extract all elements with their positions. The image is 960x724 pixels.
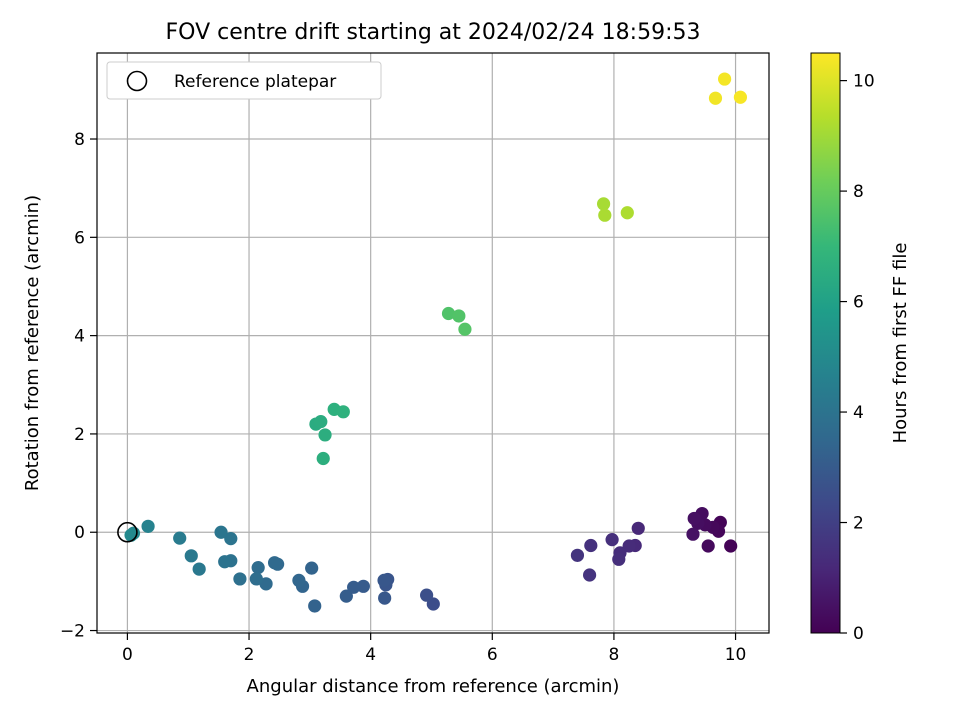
data-point — [378, 591, 392, 605]
data-point — [316, 451, 330, 466]
data-point — [686, 527, 700, 541]
data-point — [308, 599, 322, 613]
data-point — [582, 568, 597, 582]
data-point — [336, 405, 350, 419]
data-point — [305, 561, 319, 575]
data-point — [701, 539, 715, 553]
data-point — [314, 415, 328, 429]
y-tick-label: 0 — [74, 523, 85, 543]
reference-point — [117, 521, 138, 543]
y-tick-label: 6 — [74, 228, 85, 248]
y-tick-label: 4 — [74, 327, 85, 347]
data-point — [441, 306, 456, 321]
colorbar-tick-label: 10 — [853, 72, 875, 92]
reference-marker — [117, 521, 138, 543]
plot-frame — [96, 52, 770, 634]
data-point — [452, 309, 466, 323]
y-axis-label: Rotation from reference (arcmin) — [22, 195, 43, 491]
data-point — [184, 549, 198, 563]
x-tick-label: 4 — [365, 645, 376, 665]
x-tick-label: 6 — [487, 645, 498, 665]
data-point — [612, 552, 626, 566]
x-axis-label: Angular distance from reference (arcmin) — [247, 676, 620, 697]
data-point — [420, 588, 434, 602]
data-point — [724, 539, 738, 553]
colorbar-tick-label: 8 — [853, 182, 864, 202]
data-point — [251, 561, 265, 575]
data-point — [347, 580, 361, 594]
legend: Reference platepar — [106, 61, 382, 100]
data-point — [718, 72, 732, 86]
data-point — [292, 573, 306, 588]
colorbar-gradient — [810, 52, 841, 634]
x-axis-ticks: 0 2 4 6 8 10 — [122, 633, 746, 665]
colorbar-tick-label: 2 — [853, 514, 864, 534]
data-point — [141, 519, 155, 533]
data-points — [124, 72, 748, 613]
colorbar-label: Hours from first FF file — [890, 243, 911, 444]
data-point — [598, 208, 612, 222]
colorbar: 0 2 4 6 8 10 Hours from first FF file — [810, 52, 911, 644]
chart-title: FOV centre drift starting at 2024/02/24 … — [166, 20, 701, 45]
data-point — [620, 206, 634, 220]
data-point — [267, 556, 282, 570]
data-point — [605, 533, 619, 547]
x-tick-label: 10 — [725, 645, 747, 665]
data-point — [318, 428, 332, 442]
data-point — [631, 521, 645, 535]
y-tick-label: −2 — [60, 622, 85, 642]
data-point — [339, 589, 353, 603]
data-point — [192, 562, 206, 576]
x-tick-label: 8 — [609, 645, 620, 665]
legend-label: Reference platepar — [174, 72, 336, 92]
colorbar-tick-label: 4 — [853, 403, 864, 423]
x-tick-label: 0 — [122, 645, 133, 665]
x-tick-label: 2 — [244, 645, 255, 665]
colorbar-tick-label: 0 — [853, 624, 864, 644]
data-point — [596, 197, 611, 211]
data-point — [458, 322, 472, 336]
data-point — [214, 525, 228, 539]
legend-marker — [126, 70, 148, 92]
colorbar-tick-label: 6 — [853, 293, 864, 313]
data-point — [733, 90, 748, 104]
data-point — [259, 577, 273, 591]
data-point — [218, 555, 232, 569]
grid-lines — [97, 53, 769, 633]
data-point — [173, 531, 187, 545]
data-point — [708, 91, 723, 105]
colorbar-ticks: 0 2 4 6 8 10 — [840, 72, 875, 644]
data-point — [224, 532, 238, 546]
data-point — [687, 511, 701, 526]
legend-box — [106, 61, 382, 100]
data-point — [377, 573, 391, 588]
data-point — [249, 572, 263, 586]
data-point — [622, 539, 636, 553]
data-point — [356, 579, 370, 593]
data-point — [233, 572, 247, 586]
data-point — [570, 548, 585, 562]
y-tick-label: 8 — [74, 130, 85, 150]
y-axis-ticks: −2 0 2 4 6 8 — [60, 130, 97, 642]
y-tick-label: 2 — [74, 425, 85, 445]
data-point — [584, 538, 598, 553]
